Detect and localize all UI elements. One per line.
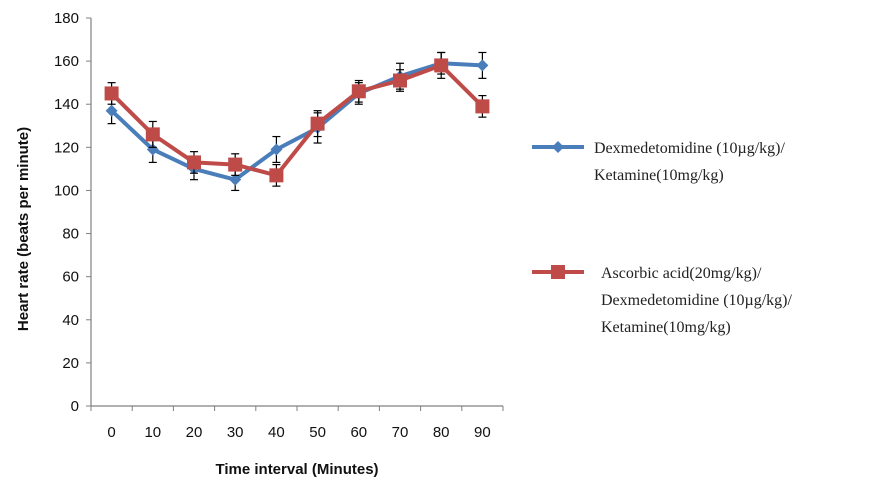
data-point — [228, 157, 243, 172]
y-tick-label: 120 — [54, 139, 79, 156]
chart-legend: Dexmedetomidine (10µg/kg)/ Ketamine(10mg/… — [532, 140, 793, 336]
chart-series-layer — [104, 51, 490, 192]
data-point — [104, 86, 119, 101]
legend-label: Ketamine(10mg/kg) — [601, 319, 731, 336]
data-point — [475, 99, 490, 114]
y-tick-label: 100 — [54, 182, 79, 199]
data-point — [146, 143, 159, 156]
y-tick-label: 180 — [54, 10, 79, 27]
series-2 — [104, 51, 490, 187]
x-tick-label: 80 — [433, 424, 450, 441]
y-tick-label: 60 — [62, 269, 79, 286]
x-tick-label: 20 — [186, 424, 203, 441]
legend-entry-2: Ascorbic acid(20mg/kg)/ Dexmedetomidine (… — [532, 265, 793, 336]
x-tick-label: 40 — [268, 424, 285, 441]
series-line — [110, 61, 483, 182]
data-point — [145, 127, 160, 142]
chart-axes: 0 20 40 60 80 100 120 140 160 180 0 10 20 30 40 50 60 70 8… — [54, 10, 504, 441]
data-point — [270, 143, 283, 156]
data-point — [310, 116, 325, 131]
data-point — [229, 173, 242, 186]
legend-label: Dexmedetomidine (10µg/kg)/ — [601, 292, 793, 309]
y-tick-label: 40 — [62, 312, 79, 329]
y-tick-label: 140 — [54, 96, 79, 113]
x-tick-label: 10 — [144, 424, 161, 441]
legend-label: Ketamine(10mg/kg) — [594, 167, 724, 184]
x-tick-label: 0 — [107, 424, 115, 441]
data-point — [351, 84, 366, 99]
data-point — [105, 104, 118, 117]
legend-label: Dexmedetomidine (10µg/kg)/ — [594, 140, 786, 157]
y-tick-label: 160 — [54, 53, 79, 70]
legend-entry-1: Dexmedetomidine (10µg/kg)/ Ketamine(10mg/… — [532, 140, 786, 184]
legend-label: Ascorbic acid(20mg/kg)/ — [601, 265, 762, 282]
data-point — [187, 155, 201, 170]
legend-marker — [552, 141, 564, 153]
legend-marker — [551, 265, 565, 279]
data-point — [393, 73, 407, 88]
y-tick-label: 0 — [71, 398, 79, 415]
x-tick-label: 50 — [309, 424, 326, 441]
y-tick-label: 20 — [62, 355, 79, 372]
series-1 — [105, 51, 489, 192]
x-tick-label: 30 — [227, 424, 244, 441]
x-tick-label: 60 — [350, 424, 367, 441]
x-axis-title: Time interval (Minutes) — [215, 461, 378, 478]
data-point — [434, 58, 449, 73]
y-axis-title: Heart rate (beats per minute) — [15, 127, 32, 331]
series-line — [110, 63, 484, 178]
y-tick-label: 80 — [62, 226, 79, 243]
data-point — [269, 168, 284, 183]
data-point — [476, 59, 489, 72]
x-tick-label: 70 — [392, 424, 409, 441]
x-tick-label: 90 — [474, 424, 491, 441]
